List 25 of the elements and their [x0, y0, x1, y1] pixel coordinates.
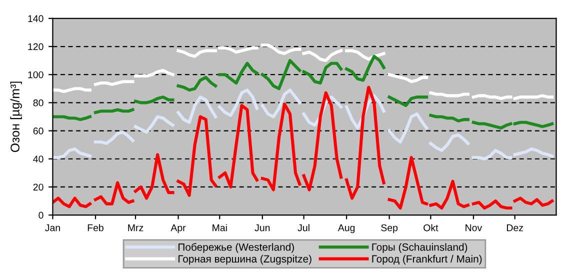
- x-tick-label: Aug: [338, 224, 355, 234]
- x-tick-label: Dez: [506, 224, 524, 232]
- x-tick-label: Mrz: [128, 224, 144, 232]
- y-tick-label: 0: [38, 212, 44, 219]
- y-tick-label: 40: [33, 156, 44, 162]
- legend-label: Горная вершина (Zugspitze): [178, 254, 312, 265]
- y-tick-label: 60: [33, 128, 44, 134]
- y-axis-title: Озон [µg/m³]: [10, 82, 22, 152]
- legend-label: Горы (Schauinsland): [372, 243, 468, 253]
- y-tick-label: 140: [28, 15, 44, 22]
- x-tick-label: Jun: [254, 224, 270, 232]
- x-tick-label: Jul: [298, 224, 310, 232]
- y-tick-label: 80: [33, 99, 44, 106]
- x-tick-label: Sep: [381, 224, 398, 234]
- x-tick-label: Nov: [466, 224, 482, 232]
- x-tick-label: Mai: [212, 224, 227, 232]
- x-tick-label: Feb: [88, 224, 104, 232]
- x-tick-label: Okt: [424, 224, 438, 232]
- x-tick-label: Jan: [45, 224, 60, 232]
- y-tick-label: 100: [28, 71, 44, 78]
- x-tick-label: Apr: [170, 224, 186, 234]
- y-tick-label: 20: [33, 184, 44, 191]
- legend-label: Побережье (Westerland): [178, 243, 294, 253]
- legend-label: Город (Frankfurt / Main): [372, 254, 482, 265]
- y-tick-label: 120: [28, 43, 44, 50]
